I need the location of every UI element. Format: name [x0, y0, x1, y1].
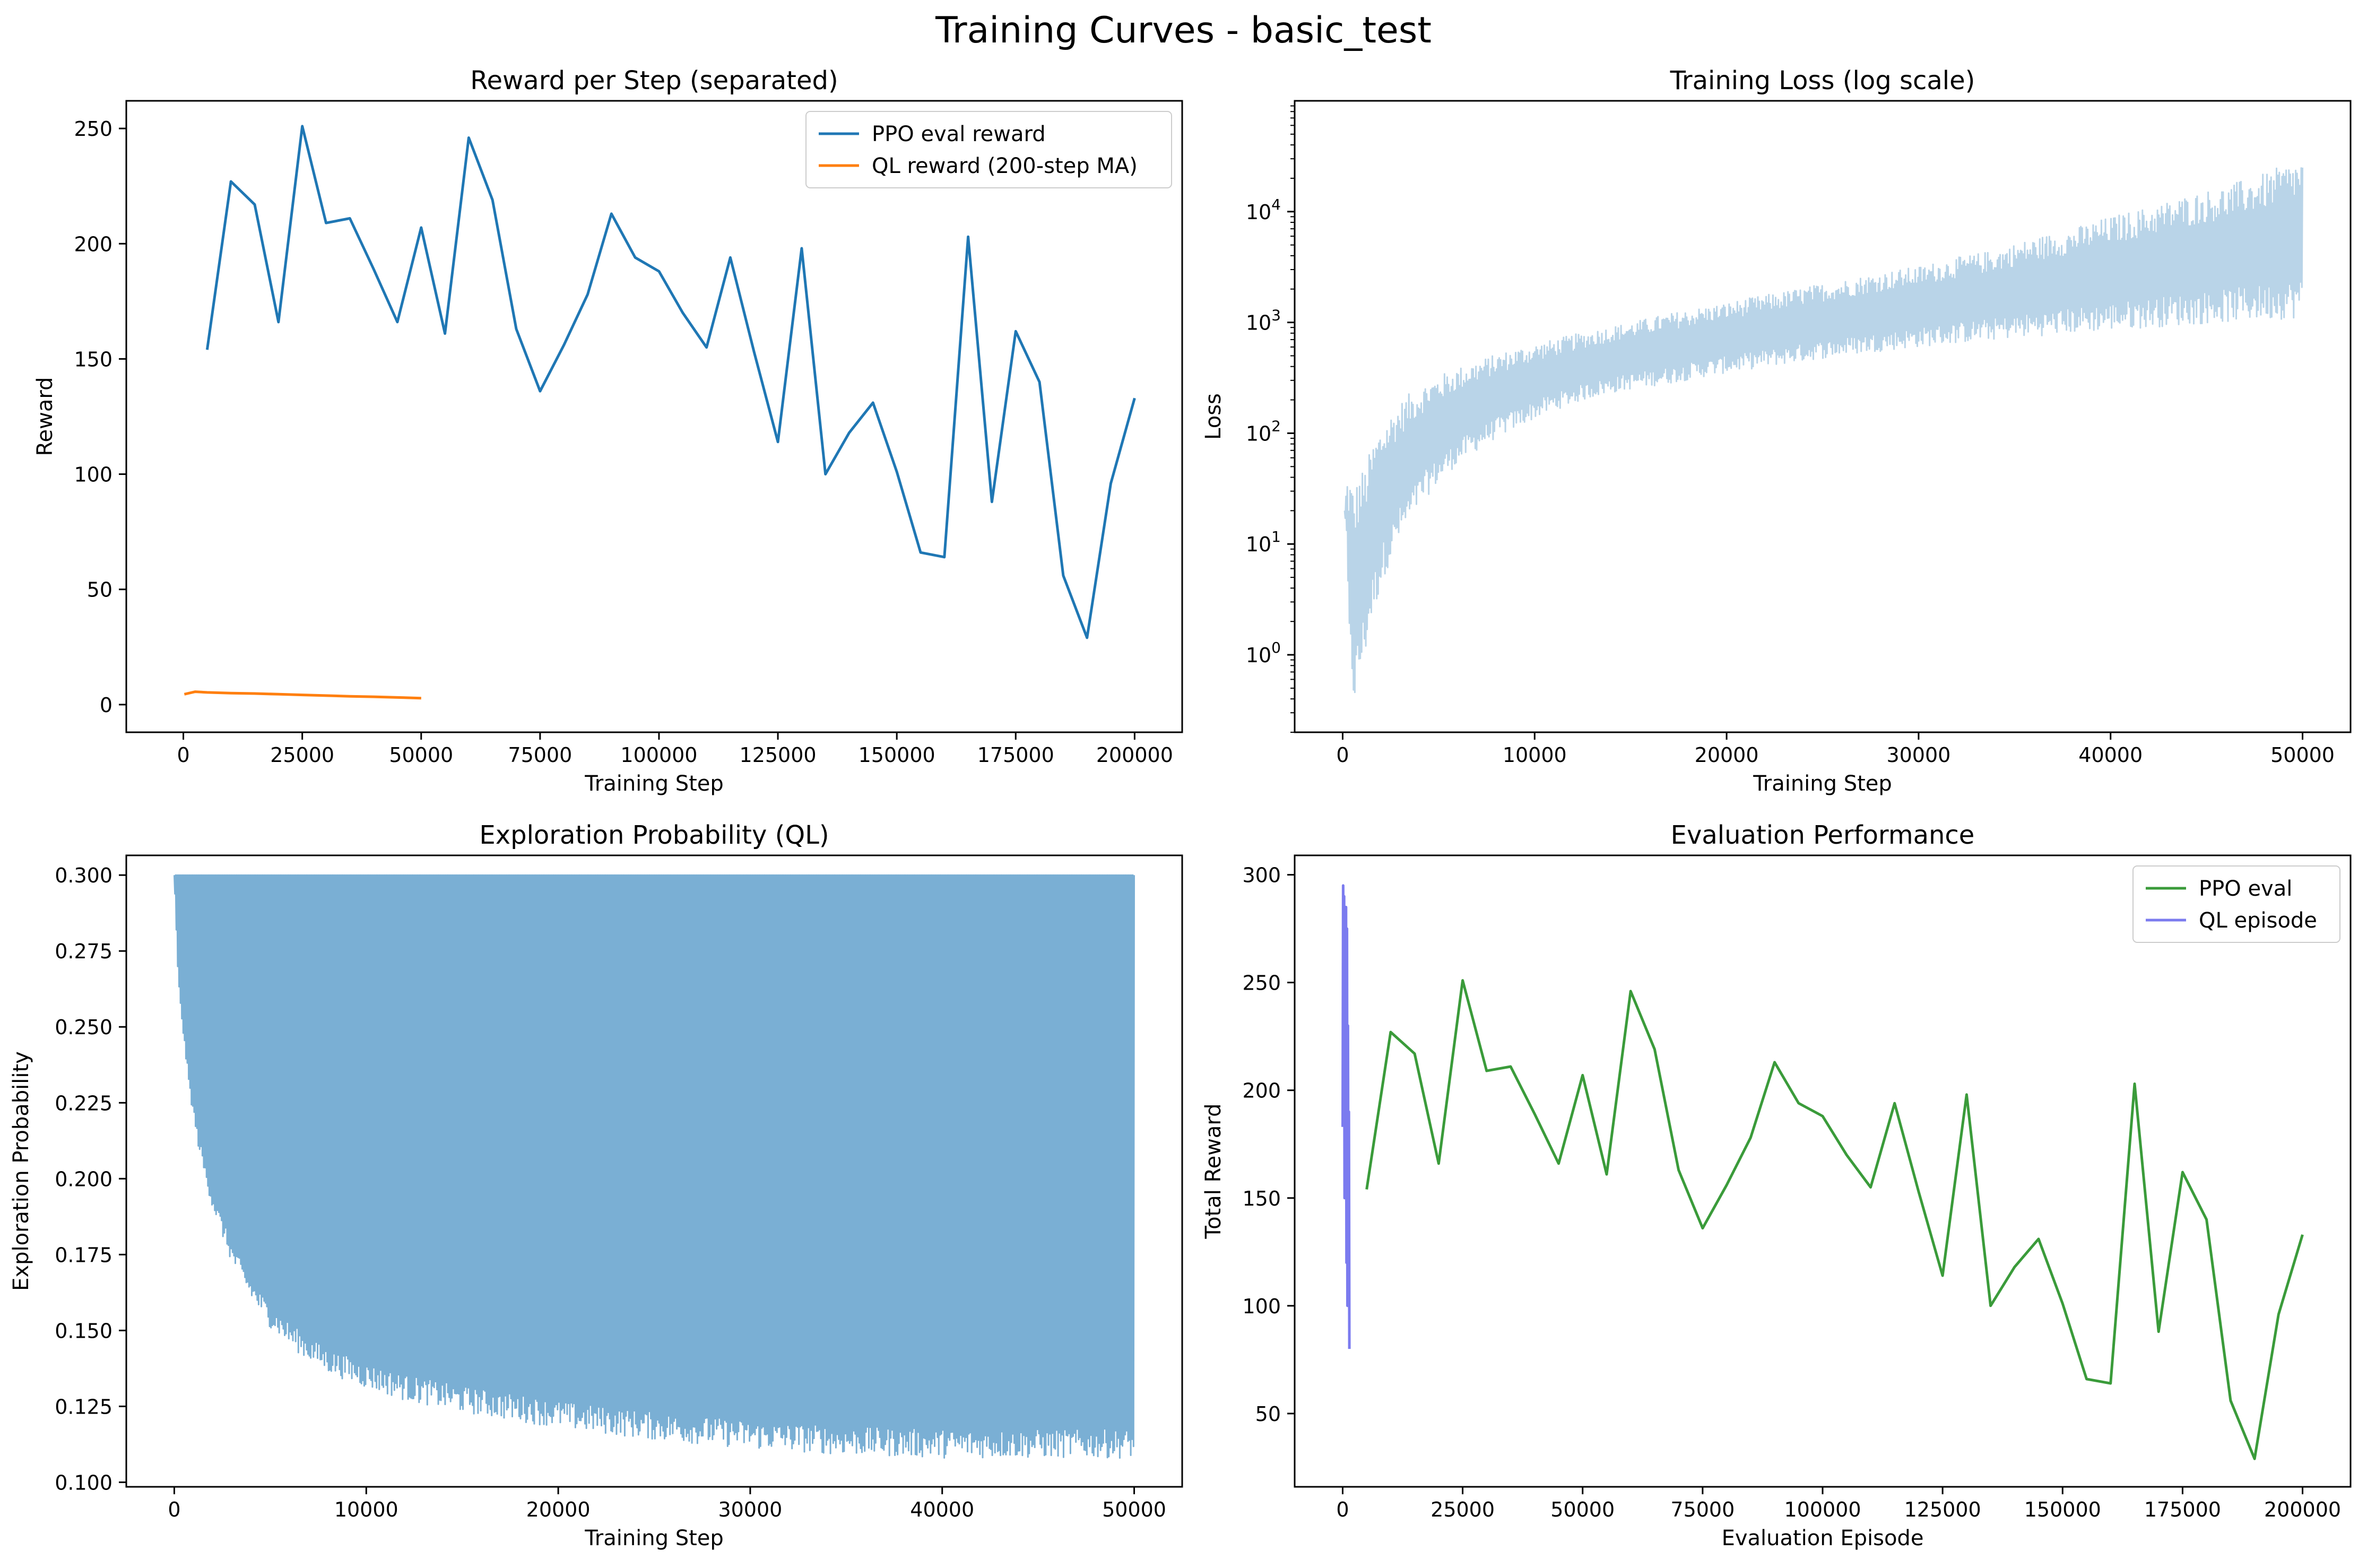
series-line — [1365, 979, 2304, 1460]
legend: PPO eval QL episode — [2132, 865, 2340, 943]
x-tick-label: 125000 — [740, 743, 817, 767]
x-tick-label: 25000 — [270, 743, 334, 767]
y-axis-label: Reward — [33, 377, 57, 456]
series-line — [184, 690, 421, 700]
y-axis-label: Total Reward — [1201, 1103, 1226, 1239]
x-tick-label: 125000 — [1904, 1498, 1981, 1521]
series-band — [174, 874, 1135, 1459]
y-tick-label: 50 — [1255, 1402, 1281, 1426]
y-tick-label: 100 — [74, 463, 112, 487]
x-axis-label: Evaluation Episode — [1722, 1526, 1924, 1550]
x-tick-label: 0 — [177, 743, 189, 767]
y-tick-label: 0.150 — [55, 1319, 112, 1342]
x-tick-label: 0 — [1336, 743, 1349, 767]
y-tick-label: 200 — [74, 232, 112, 256]
x-tick-label: 175000 — [2144, 1498, 2221, 1521]
x-tick-label: 175000 — [977, 743, 1054, 767]
x-tick-label: 20000 — [1695, 743, 1759, 767]
figure-title: Training Curves - basic_test — [935, 10, 1432, 51]
y-axis-label: Exploration Probability — [9, 1051, 33, 1291]
evaluation-performance-chart: Evaluation Performance Evaluation Episod… — [1201, 820, 2352, 1550]
chart-title: Evaluation Performance — [1671, 820, 1975, 850]
y-tick-label: 103 — [1246, 307, 1281, 335]
chart-title: Training Loss (log scale) — [1670, 66, 1975, 96]
x-axis-label: Training Step — [584, 772, 724, 796]
x-tick-label: 0 — [168, 1498, 180, 1521]
x-tick-label: 40000 — [2078, 743, 2143, 767]
x-tick-label: 10000 — [1503, 743, 1567, 767]
training-loss-chart: Training Loss (log scale) Training Step … — [1201, 66, 2352, 796]
legend: PPO eval reward QL reward (200-step MA) — [805, 111, 1172, 188]
y-tick-label: 0 — [100, 694, 112, 717]
y-tick-label: 150 — [74, 348, 112, 371]
y-tick-label: 100 — [1242, 1295, 1281, 1318]
x-tick-label: 200000 — [1096, 743, 1173, 767]
y-tick-label: 250 — [74, 117, 112, 141]
legend-box — [2132, 865, 2340, 943]
y-tick-label: 200 — [1242, 1079, 1281, 1103]
y-tick-label: 100 — [1246, 639, 1281, 667]
y-tick-label: 0.100 — [55, 1471, 112, 1494]
y-tick-label: 50 — [87, 578, 112, 602]
series-line — [1341, 884, 1351, 1349]
chart-title: Reward per Step (separated) — [470, 66, 838, 96]
reward-per-step-chart: Reward per Step (separated) Training Ste… — [33, 66, 1183, 796]
x-tick-label: 150000 — [2024, 1498, 2101, 1521]
x-tick-label: 40000 — [910, 1498, 974, 1521]
legend-label: PPO eval — [2199, 877, 2292, 901]
x-tick-label: 200000 — [2264, 1498, 2341, 1521]
y-tick-label: 0.175 — [55, 1243, 112, 1267]
y-tick-label: 250 — [1242, 972, 1281, 995]
x-tick-label: 50000 — [1102, 1498, 1166, 1521]
y-tick-label: 102 — [1246, 417, 1281, 445]
x-tick-label: 50000 — [2270, 743, 2335, 767]
series-line — [205, 125, 1136, 639]
y-tick-label: 0.125 — [55, 1395, 112, 1418]
y-tick-label: 0.225 — [55, 1091, 112, 1115]
axes-frame — [1294, 854, 2352, 1488]
x-tick-label: 0 — [1336, 1498, 1349, 1521]
x-tick-label: 25000 — [1430, 1498, 1495, 1521]
x-tick-label: 150000 — [859, 743, 935, 767]
axes-frame — [125, 854, 1183, 1488]
y-tick-label: 0.275 — [55, 940, 112, 963]
x-tick-label: 10000 — [334, 1498, 398, 1521]
exploration-probability-chart: Exploration Probability (QL) Training St… — [9, 820, 1183, 1550]
y-tick-label: 0.300 — [55, 864, 112, 887]
axes-frame — [125, 100, 1183, 733]
x-axis-label: Training Step — [584, 1526, 724, 1550]
y-tick-label: 104 — [1246, 196, 1281, 224]
y-tick-label: 101 — [1246, 528, 1281, 556]
y-tick-label: 0.250 — [55, 1016, 112, 1039]
legend-box — [805, 111, 1172, 188]
legend-label: QL episode — [2199, 908, 2317, 933]
x-tick-label: 100000 — [1784, 1498, 1861, 1521]
y-tick-label: 300 — [1242, 864, 1281, 887]
chart-title: Exploration Probability (QL) — [479, 820, 829, 850]
x-tick-label: 30000 — [718, 1498, 782, 1521]
y-tick-label: 150 — [1242, 1187, 1281, 1210]
x-tick-label: 75000 — [508, 743, 572, 767]
y-axis-label: Loss — [1201, 393, 1226, 440]
y-tick-label: 0.200 — [55, 1167, 112, 1191]
axes-frame — [1294, 100, 2352, 733]
series-band — [1343, 167, 2303, 694]
x-tick-label: 20000 — [526, 1498, 591, 1521]
x-tick-label: 30000 — [1886, 743, 1950, 767]
legend-label: QL reward (200-step MA) — [872, 154, 1138, 178]
x-tick-label: 100000 — [620, 743, 697, 767]
x-tick-label: 50000 — [1550, 1498, 1615, 1521]
legend-label: PPO eval reward — [872, 122, 1046, 146]
x-axis-label: Training Step — [1753, 772, 1892, 796]
x-tick-label: 50000 — [389, 743, 453, 767]
x-tick-label: 75000 — [1670, 1498, 1735, 1521]
